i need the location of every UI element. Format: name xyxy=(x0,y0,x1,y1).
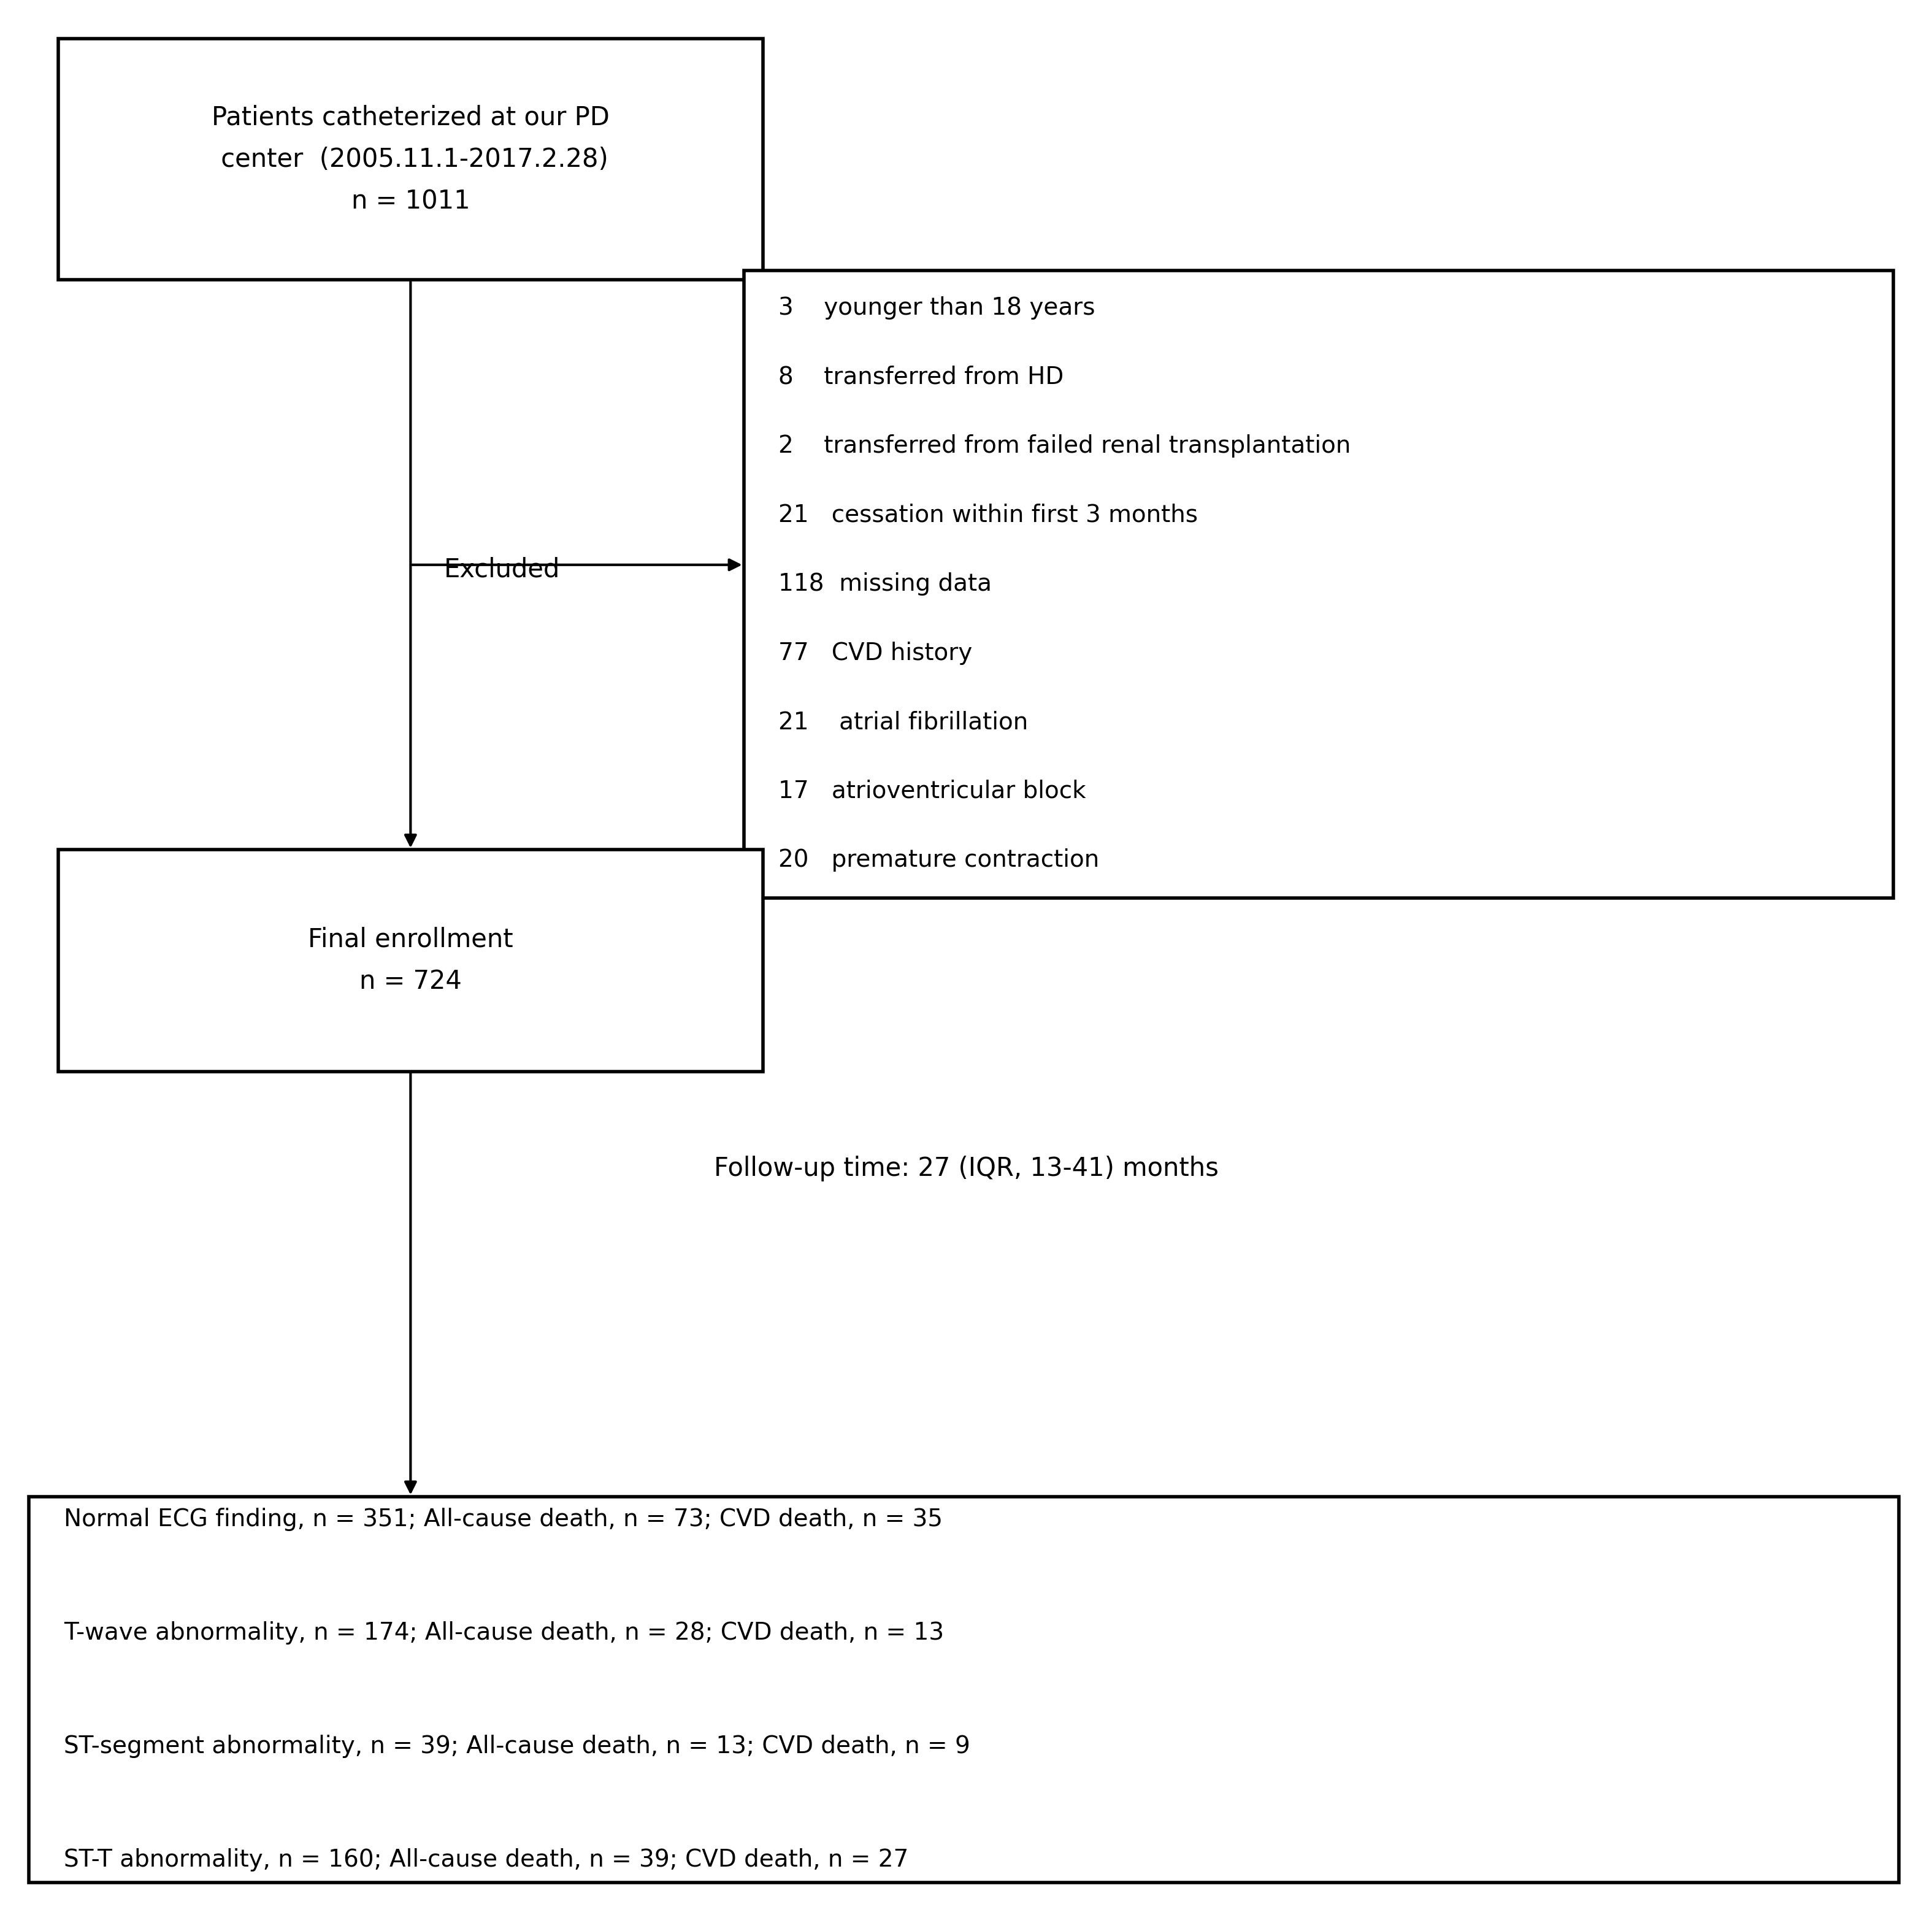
Text: 21    atrial fibrillation: 21 atrial fibrillation xyxy=(779,711,1028,734)
Text: 77   CVD history: 77 CVD history xyxy=(779,641,972,664)
Text: ST-segment abnormality, n = 39; All-cause death, n = 13; CVD death, n = 9: ST-segment abnormality, n = 39; All-caus… xyxy=(64,1734,970,1757)
Text: Excluded: Excluded xyxy=(444,556,560,583)
FancyBboxPatch shape xyxy=(744,270,1893,898)
Text: 3    younger than 18 years: 3 younger than 18 years xyxy=(779,295,1095,321)
Text: Final enrollment
n = 724: Final enrollment n = 724 xyxy=(307,927,514,994)
FancyBboxPatch shape xyxy=(29,1497,1899,1883)
Text: 118  missing data: 118 missing data xyxy=(779,572,991,597)
Text: Normal ECG finding, n = 351; All-cause death, n = 73; CVD death, n = 35: Normal ECG finding, n = 351; All-cause d… xyxy=(64,1508,943,1531)
Text: 21   cessation within first 3 months: 21 cessation within first 3 months xyxy=(779,504,1198,527)
Text: Patients catheterized at our PD
 center  (2005.11.1-2017.2.28)
n = 1011: Patients catheterized at our PD center (… xyxy=(213,104,609,214)
Text: 20   premature contraction: 20 premature contraction xyxy=(779,848,1099,873)
Text: 2    transferred from failed renal transplantation: 2 transferred from failed renal transpla… xyxy=(779,434,1350,458)
Text: 8    transferred from HD: 8 transferred from HD xyxy=(779,365,1065,388)
Text: 17   atrioventricular block: 17 atrioventricular block xyxy=(779,780,1086,803)
FancyBboxPatch shape xyxy=(58,850,763,1072)
Text: T-wave abnormality, n = 174; All-cause death, n = 28; CVD death, n = 13: T-wave abnormality, n = 174; All-cause d… xyxy=(64,1622,945,1645)
Text: Follow-up time: 27 (IQR, 13-41) months: Follow-up time: 27 (IQR, 13-41) months xyxy=(713,1155,1219,1182)
FancyBboxPatch shape xyxy=(58,39,763,280)
Text: ST-T abnormality, n = 160; All-cause death, n = 39; CVD death, n = 27: ST-T abnormality, n = 160; All-cause dea… xyxy=(64,1848,908,1871)
